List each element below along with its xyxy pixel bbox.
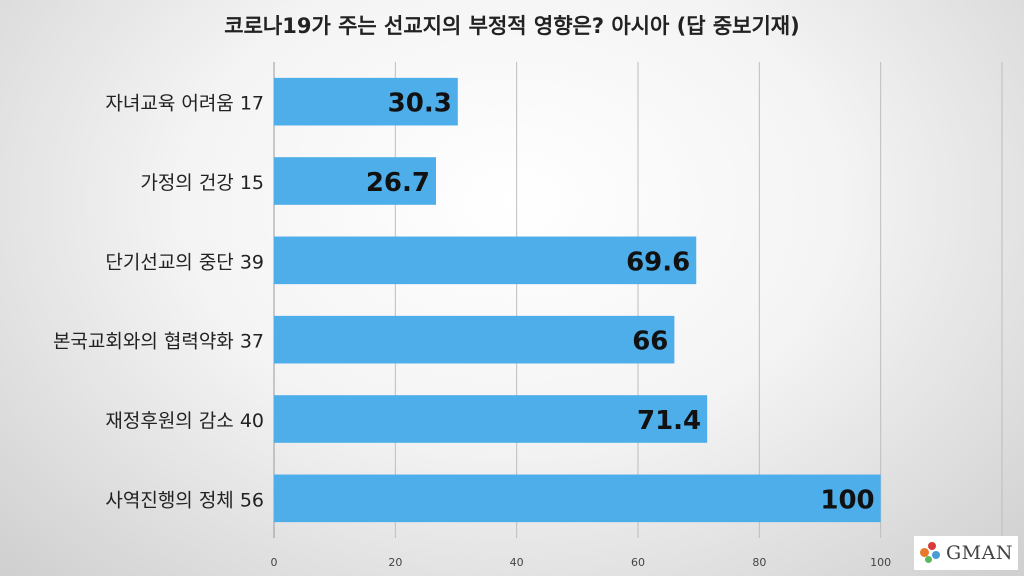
category-label: 사역진행의 정체 56 [105, 489, 264, 511]
x-tick-label: 40 [510, 556, 524, 569]
chart-title: 코로나19가 주는 선교지의 부정적 영향은? 아시아 (답 중보기재) [224, 14, 800, 38]
bar [274, 236, 697, 285]
data-label: 69.6 [626, 247, 690, 277]
data-label: 30.3 [388, 89, 452, 119]
bar [274, 157, 436, 205]
data-label: 71.4 [637, 406, 701, 436]
data-label: 66 [632, 327, 668, 357]
category-label: 가정의 건강 15 [140, 172, 264, 194]
x-tick-label: 0 [271, 556, 278, 569]
data-label: 100 [820, 485, 874, 515]
x-tick-label: 80 [752, 556, 766, 569]
x-tick-label: 100 [870, 556, 891, 569]
category-label: 재정후원의 감소 40 [105, 410, 264, 432]
bar [274, 474, 881, 523]
x-tick-label: 60 [631, 556, 645, 569]
gman-logo: GMAN [914, 536, 1018, 570]
data-label: 26.7 [366, 168, 430, 198]
bar [274, 395, 708, 443]
logo-mark-icon [920, 542, 942, 564]
bar [274, 315, 675, 364]
bar [274, 77, 458, 126]
category-label: 본국교회와의 협력약화 37 [53, 331, 264, 353]
x-tick-label: 20 [388, 556, 402, 569]
category-label: 자녀교육 어려움 17 [105, 93, 264, 115]
category-label: 단기선교의 중단 39 [105, 251, 264, 273]
logo-text: GMAN [946, 542, 1013, 564]
